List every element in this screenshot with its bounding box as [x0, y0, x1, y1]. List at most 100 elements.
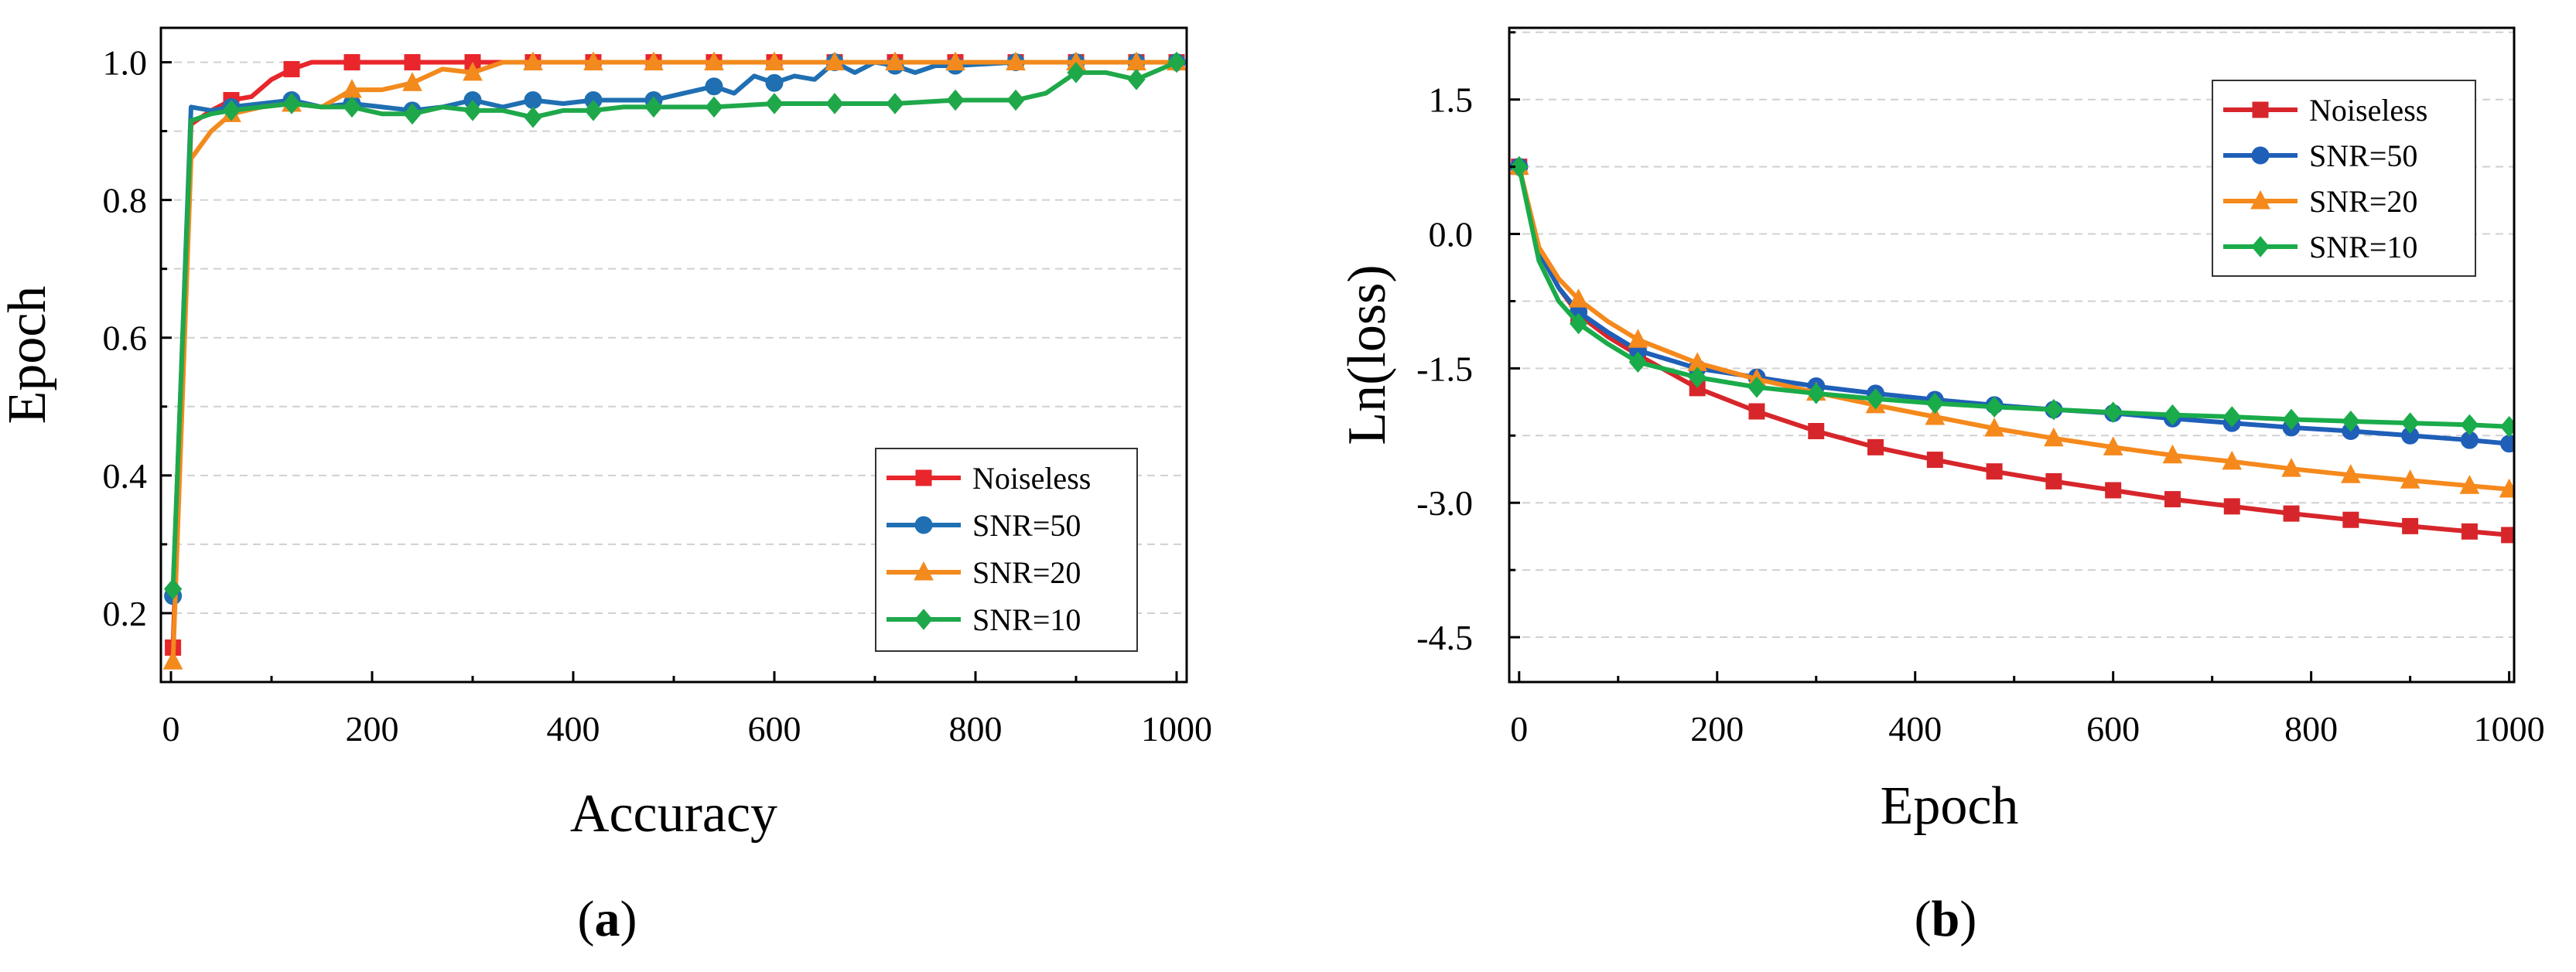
- data-point: [2223, 498, 2240, 515]
- data-point: [2461, 523, 2478, 540]
- legend-label: SNR=10: [972, 602, 1081, 637]
- y-tick-label: 1.0: [103, 43, 148, 83]
- legend-label: SNR=20: [972, 555, 1081, 590]
- data-point: [1986, 463, 2003, 480]
- data-point: [2341, 464, 2361, 483]
- data-point: [765, 93, 784, 114]
- data-point: [2283, 505, 2300, 522]
- data-point: [1748, 376, 1766, 398]
- x-tick-label: 1000: [2474, 709, 2545, 749]
- data-point: [402, 72, 422, 91]
- data-point: [2402, 517, 2419, 534]
- data-point: [2045, 472, 2062, 489]
- data-point: [163, 578, 183, 600]
- series-snr-10: [163, 51, 1186, 600]
- data-point: [705, 77, 723, 96]
- data-point: [524, 106, 542, 128]
- data-point: [825, 51, 845, 71]
- data-point: [403, 103, 422, 125]
- legend-marker: [2251, 236, 2270, 257]
- data-point: [2281, 458, 2301, 477]
- legend-label: SNR=20: [2309, 184, 2417, 219]
- legend-label: Noiseless: [972, 461, 1091, 496]
- x-tick-label: 1000: [1141, 709, 1212, 749]
- x-tick-label: 200: [1690, 709, 1744, 749]
- data-point: [945, 51, 965, 71]
- data-point: [1867, 438, 1884, 455]
- data-point: [524, 91, 542, 110]
- legend-marker: [915, 469, 932, 486]
- legend-marker: [2251, 146, 2270, 165]
- legend-item: Noiseless: [887, 461, 1091, 496]
- legend-marker: [2252, 101, 2269, 118]
- x-tick-label: 600: [2086, 709, 2140, 749]
- data-point: [2460, 414, 2479, 436]
- data-point: [1984, 417, 2004, 437]
- legend-item: SNR=50: [887, 508, 1081, 543]
- legend-item: SNR=10: [2223, 230, 2417, 264]
- y-tick-label: -3.0: [1416, 483, 1473, 523]
- data-point: [1628, 329, 1648, 348]
- data-point: [1925, 392, 1944, 414]
- data-point: [1748, 403, 1765, 420]
- data-point: [764, 51, 784, 71]
- data-point: [1807, 383, 1826, 404]
- data-point: [283, 60, 300, 77]
- data-point: [2164, 491, 2181, 508]
- data-point: [2459, 475, 2480, 494]
- y-tick-label: 0.0: [1429, 215, 1474, 254]
- data-point: [1167, 51, 1186, 73]
- y-tick-label: -4.5: [1416, 618, 1473, 657]
- data-point: [1568, 288, 1589, 308]
- data-point: [2162, 444, 2183, 464]
- data-point: [463, 61, 483, 81]
- x-tick-label: 0: [162, 709, 180, 749]
- data-point: [2045, 398, 2063, 421]
- data-point: [765, 73, 784, 92]
- series-line: [170, 60, 1179, 592]
- data-point: [1985, 396, 2004, 418]
- panel-label: (b): [1915, 891, 1977, 947]
- legend-marker: [2250, 189, 2270, 210]
- legend-item: SNR=10: [887, 602, 1081, 637]
- plot-frame: [1508, 26, 2516, 684]
- data-point: [704, 51, 724, 71]
- data-point: [2222, 450, 2243, 470]
- x-tick-label: 800: [949, 709, 1003, 749]
- data-point: [282, 93, 301, 114]
- data-point: [523, 51, 543, 71]
- data-point: [1688, 367, 1707, 388]
- data-point: [162, 650, 183, 670]
- data-point: [1866, 388, 1885, 410]
- y-tick-label: 0.8: [103, 181, 148, 220]
- data-point: [1569, 312, 1588, 335]
- data-point: [1127, 69, 1146, 90]
- data-point: [1926, 452, 1943, 469]
- x-tick-label: 400: [547, 709, 600, 749]
- data-point: [343, 54, 360, 71]
- data-point: [2400, 412, 2420, 434]
- data-point: [1808, 423, 1825, 440]
- data-point: [2501, 527, 2514, 544]
- data-point: [463, 100, 482, 121]
- data-point: [1006, 51, 1026, 71]
- y-tick-label: 1.5: [1429, 80, 1474, 120]
- legend-label: Noiseless: [2309, 93, 2427, 128]
- data-point: [2342, 410, 2360, 432]
- data-point: [2105, 482, 2122, 499]
- data-point: [2103, 436, 2123, 455]
- data-point: [2044, 427, 2064, 447]
- data-point: [343, 96, 361, 118]
- data-point: [2342, 511, 2359, 528]
- legend-marker: [914, 561, 934, 581]
- legend: Noiseless SNR=50 SNR=20 SNR=10: [2212, 80, 2476, 277]
- legend-marker: [914, 516, 933, 534]
- data-point: [644, 51, 664, 71]
- series-snr-10: [1510, 155, 2514, 438]
- data-point: [1510, 155, 1529, 178]
- legend-item: SNR=20: [887, 555, 1081, 590]
- data-point: [1925, 405, 1946, 425]
- data-point: [2222, 406, 2241, 428]
- panel-b: 0 200 400 600 800 1000 1.5 0.0 -1.5 -3.0 -4.5 Epoch…: [1338, 26, 2545, 947]
